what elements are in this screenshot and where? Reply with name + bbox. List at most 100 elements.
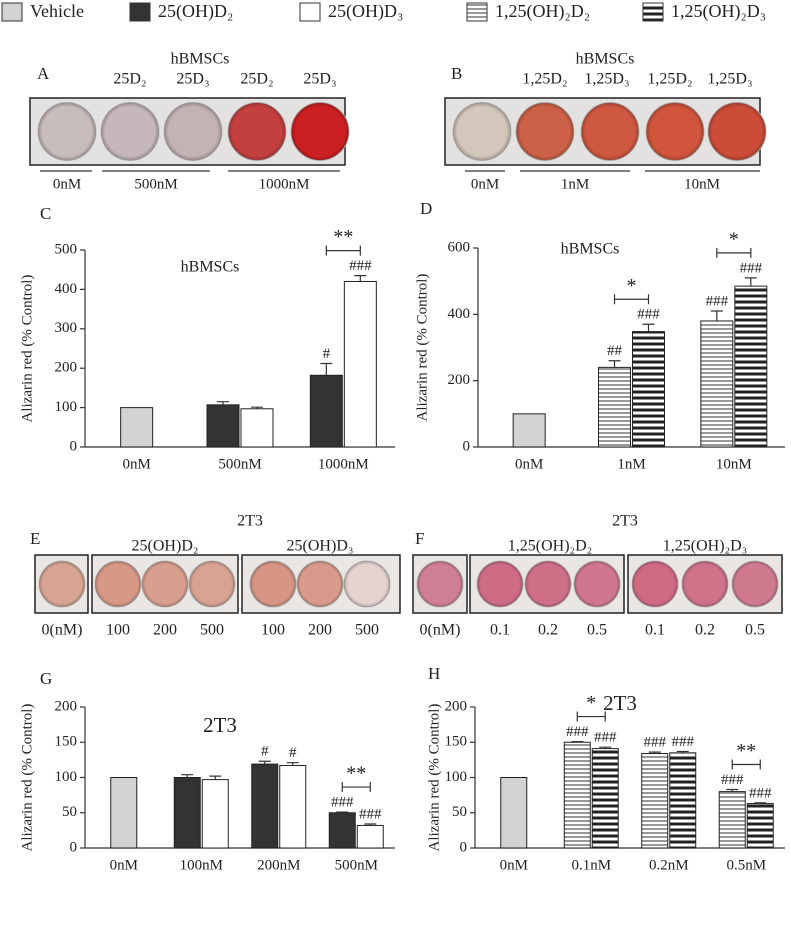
bar <box>700 320 734 448</box>
bar <box>598 366 631 448</box>
bar <box>669 752 697 849</box>
photo-title: 2T3 <box>237 513 263 530</box>
well-label: 100 <box>261 622 285 639</box>
y-tick-label: 100 <box>445 769 468 785</box>
well-label: 200 <box>308 622 332 639</box>
well-rim <box>38 102 96 161</box>
y-tick-label: 100 <box>55 399 78 415</box>
legend: Vehicle 25(OH)D₂ 25(OH)D₃ 1,25(OH)₂D₂ 1,25(O… <box>1 1 766 22</box>
y-axis-label: Alizarin red (% Control) <box>414 274 430 422</box>
panel-letter: A <box>37 64 50 83</box>
y-tick-label: 400 <box>448 306 471 322</box>
column-label: 25D₃ <box>303 71 336 88</box>
significance-mark: # <box>261 744 269 760</box>
bar <box>343 281 377 448</box>
error-bar <box>364 823 377 826</box>
y-tick-label: 50 <box>452 804 467 820</box>
well-label: 0.1 <box>645 622 665 639</box>
well-rim <box>708 102 766 161</box>
bar <box>206 404 240 448</box>
column-label: 25D₂ <box>113 71 146 88</box>
well-label: 0.5 <box>587 622 607 639</box>
bracket <box>731 759 761 770</box>
error-bar <box>181 774 194 778</box>
group-label: 0nM <box>53 176 81 192</box>
chart-title: hBMSCs <box>181 259 240 276</box>
bracket <box>716 247 752 258</box>
y-tick-label: 200 <box>55 698 78 714</box>
well-rim <box>574 561 620 607</box>
well-rim <box>417 561 463 607</box>
column-label: 25(OH)D₂ <box>132 538 199 555</box>
column-label: 1,25D₂ <box>647 71 692 88</box>
well-label: 0.2 <box>695 622 715 639</box>
bracket-label: * <box>627 275 637 297</box>
x-tick-label: 0nM <box>110 857 138 873</box>
significance-mark: # <box>323 346 331 362</box>
well-rim <box>39 561 85 607</box>
well-label: 0(nM) <box>42 622 83 639</box>
bracket-label: * <box>729 228 739 250</box>
error-bar <box>286 762 299 766</box>
well-label: 200 <box>153 622 177 639</box>
bar <box>173 777 201 849</box>
photo-title: hBMSCs <box>576 51 635 68</box>
bar <box>110 777 138 849</box>
well-rim <box>297 561 343 607</box>
x-tick-label: 0.1nM <box>571 857 611 873</box>
significance-mark: ### <box>740 260 763 276</box>
bar <box>201 779 229 849</box>
x-tick-label: 10nM <box>716 456 752 472</box>
x-tick-label: 0.5nM <box>726 857 766 873</box>
y-tick-label: 0 <box>460 839 468 855</box>
y-tick-label: 150 <box>445 734 468 750</box>
chart-title: hBMSCs <box>561 241 620 258</box>
bracket-label: * <box>586 692 596 714</box>
significance-mark: ### <box>749 785 772 801</box>
error-bar <box>258 760 271 765</box>
y-tick-label: 200 <box>445 698 468 714</box>
chart-title: 2T3 <box>203 713 237 737</box>
well-rim <box>453 102 511 161</box>
significance-mark: ## <box>607 343 623 359</box>
y-tick-label: 200 <box>55 360 78 376</box>
panel-letter: H <box>428 664 440 683</box>
error-bar <box>608 360 621 368</box>
well-rim <box>142 561 188 607</box>
y-tick-label: 600 <box>448 239 471 255</box>
column-label: 1,25D₃ <box>584 71 629 88</box>
bar <box>563 741 591 849</box>
panel-letter: F <box>415 529 424 548</box>
error-bar <box>209 775 222 780</box>
legend-swatch <box>1 2 23 22</box>
significance-mark: ### <box>721 772 744 788</box>
error-bar <box>354 275 367 282</box>
panel-letter: C <box>40 204 51 223</box>
error-bar <box>648 751 661 754</box>
column-label: 1,25(OH)₂D₂ <box>508 538 592 555</box>
x-tick-label: 1nM <box>617 456 645 472</box>
well-rim <box>682 561 728 607</box>
y-tick-label: 400 <box>55 281 78 297</box>
x-tick-label: 0nM <box>500 857 528 873</box>
well-rim <box>95 561 141 607</box>
well-rim <box>101 102 159 161</box>
well-rim <box>632 561 678 607</box>
error-bar <box>676 750 689 753</box>
bar <box>500 777 528 849</box>
bar <box>120 407 154 448</box>
legend-label: 25(OH)D₂ <box>158 1 233 22</box>
bar <box>632 331 665 448</box>
y-tick-label: 0 <box>463 438 471 454</box>
group-label: 0nM <box>471 176 499 192</box>
bar <box>279 765 307 849</box>
photo-title: hBMSCs <box>171 51 230 68</box>
well-label: 100 <box>106 622 130 639</box>
bracket-label: ** <box>736 740 756 762</box>
bracket <box>325 245 361 256</box>
bar <box>309 374 343 448</box>
significance-mark: ### <box>331 794 354 810</box>
bracket-label: ** <box>333 226 353 248</box>
photo-title: 2T3 <box>612 513 638 530</box>
error-bar <box>599 746 612 749</box>
